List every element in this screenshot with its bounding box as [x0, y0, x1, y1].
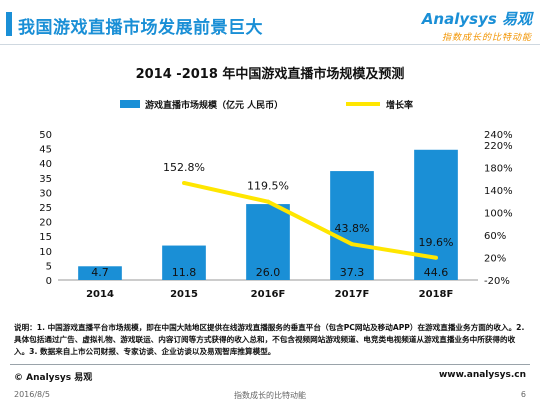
growth-rate-point — [266, 199, 270, 204]
y-right-tick-label: 180% — [484, 164, 513, 175]
footer-divider — [10, 364, 530, 365]
growth-rate-point — [182, 180, 186, 185]
x-tick-label: 2015 — [170, 289, 198, 300]
y-left-tick-label: 30 — [39, 188, 52, 199]
bar-value-label: 26.0 — [256, 266, 281, 279]
logo-slogan: 指数成长的比特动能 — [441, 33, 532, 43]
bar-2018F — [414, 149, 458, 280]
x-tick-label: 2017F — [335, 289, 370, 300]
y-axis-left: 0 5 10 15 20 25 30 35 40 45 50 — [39, 130, 52, 287]
chart-title: 2014 -2018 年中国游戏直播市场规模及预测 — [136, 66, 405, 82]
header: 我国游戏直播市场发展前景巨大 Analysys 易观 指数成长的比特动能 — [0, 0, 540, 44]
bar-value-label: 37.3 — [340, 266, 365, 279]
growth-rate-series: 152.8% 119.5% 43.8% 19.6% — [163, 161, 453, 260]
bar-series — [78, 149, 458, 280]
bar-value-label: 44.6 — [424, 266, 449, 279]
x-tick-label: 2014 — [86, 289, 114, 300]
bar-2016F — [246, 204, 290, 280]
x-tick-label: 2018F — [419, 289, 454, 300]
legend-line-label: 增长率 — [386, 99, 413, 111]
bar-value-label: 4.7 — [91, 266, 109, 279]
y-left-tick-label: 5 — [46, 261, 52, 272]
bar-2015 — [162, 245, 206, 280]
y-right-tick-label: 140% — [484, 186, 513, 197]
growth-rate-label: 19.6% — [419, 236, 454, 249]
bar-2017F — [330, 171, 374, 280]
logo-text: Analysys 易观 — [421, 10, 532, 28]
page-title: 我国游戏直播市场发展前景巨大 — [18, 18, 263, 38]
x-tick-label: 2016F — [251, 289, 286, 300]
legend-bar-swatch — [120, 100, 140, 108]
y-axis-right: -20% 20% 60% 100% 140% 180% 220%240% — [484, 130, 513, 287]
growth-rate-line — [183, 181, 437, 260]
x-axis-labels: 2014 2015 2016F 2017F 2018F — [86, 289, 453, 300]
analysys-logo: Analysys 易观 指数成长的比特动能 — [422, 8, 532, 43]
chart-legend: 游戏直播市场规模（亿元 人民币） 增长率 — [120, 99, 413, 111]
y-right-tick-label: 220% — [484, 141, 513, 152]
bar-2014 — [78, 266, 122, 280]
y-left-tick-label: 40 — [39, 159, 52, 170]
market-size-chart: 2014 -2018 年中国游戏直播市场规模及预测 游戏直播市场规模（亿元 人民… — [39, 66, 513, 300]
bar-value-label: 11.8 — [172, 266, 197, 279]
growth-rate-point — [434, 255, 438, 260]
footer-website[interactable]: www.analysys.cn — [438, 370, 526, 380]
header-accent-bar — [6, 12, 12, 36]
legend-bar-label: 游戏直播市场规模（亿元 人民币） — [145, 99, 283, 111]
header-divider — [0, 44, 540, 45]
y-left-tick-label: 15 — [39, 232, 52, 243]
y-left-tick-label: 35 — [39, 174, 52, 185]
growth-rate-label: 119.5% — [247, 180, 289, 193]
y-left-tick-label: 20 — [39, 218, 52, 229]
growth-rate-point — [350, 242, 354, 247]
footer-copyright: © Analysys 易观 — [14, 373, 93, 383]
page-number: 6 — [520, 390, 526, 399]
growth-rate-label: 43.8% — [335, 222, 370, 235]
footer-slogan: 指数成长的比特动能 — [234, 391, 306, 400]
y-right-tick-label: -20% — [484, 276, 510, 287]
y-right-tick-label: 20% — [484, 254, 506, 265]
y-right-tick-label: 100% — [484, 209, 513, 220]
footer-bottom: 2016/8/5 指数成长的比特动能 6 — [0, 388, 540, 405]
y-left-tick-label: 50 — [39, 130, 52, 141]
y-right-tick-label: 60% — [484, 231, 506, 242]
chart-footnote: 说明：1. 中国游戏直播平台市场规模，即在中国大陆地区提供在线游戏直播服务的垂直… — [14, 323, 525, 356]
y-right-tick-label: 240% — [484, 130, 513, 141]
bar-value-labels: 4.7 11.8 26.0 37.3 44.6 — [91, 266, 448, 279]
y-left-tick-label: 10 — [39, 247, 52, 258]
footer-date: 2016/8/5 — [14, 390, 50, 399]
growth-rate-label: 152.8% — [163, 161, 205, 174]
y-left-tick-label: 0 — [46, 276, 52, 287]
y-left-tick-label: 45 — [39, 145, 52, 156]
y-left-tick-label: 25 — [39, 203, 52, 214]
